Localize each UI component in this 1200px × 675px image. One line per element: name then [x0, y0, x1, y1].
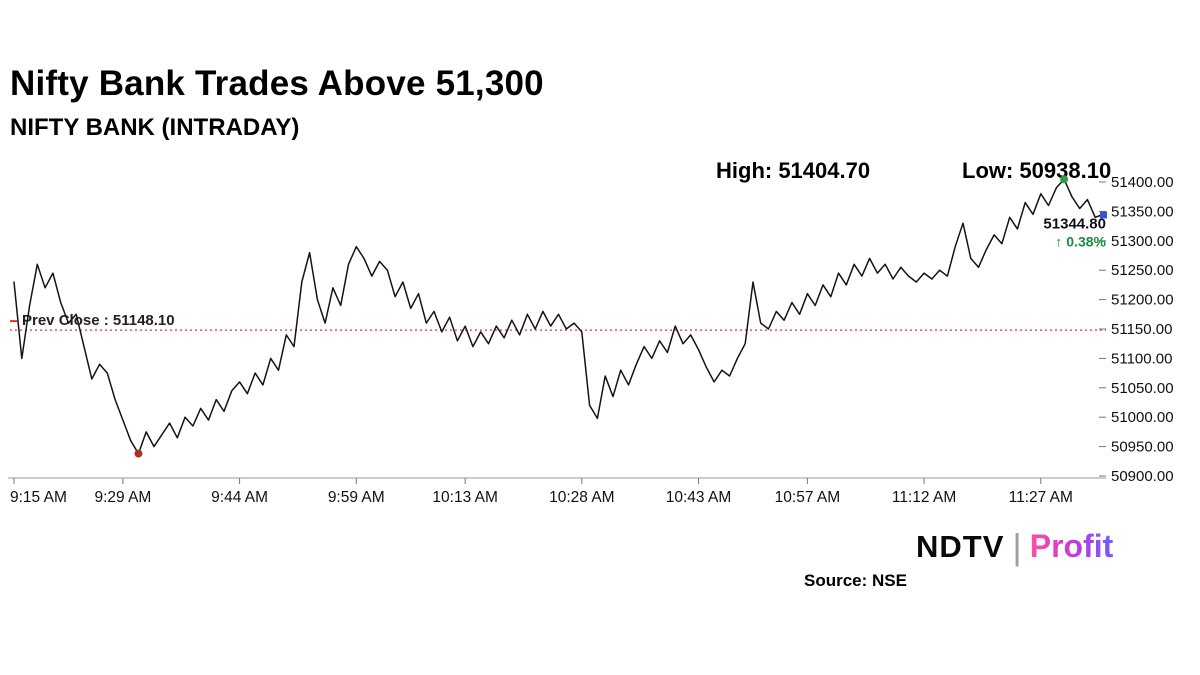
- x-axis-label: 11:27 AM: [1009, 489, 1073, 506]
- prev-close-label: Prev Close : 51148.10: [22, 312, 175, 329]
- chart-subtitle: NIFTY BANK (INTRADAY): [10, 114, 300, 141]
- x-axis-label: 9:15 AM: [10, 489, 67, 506]
- y-axis-label: 50950.00: [1111, 439, 1174, 456]
- y-axis-label: 51300.00: [1111, 233, 1174, 250]
- x-axis-label: 9:44 AM: [211, 489, 268, 506]
- ndtv-wordmark: NDTV: [916, 528, 1005, 564]
- x-axis-label: 10:57 AM: [775, 489, 841, 506]
- y-axis-label: 51250.00: [1111, 262, 1174, 279]
- logo-divider: |: [1012, 525, 1022, 567]
- y-axis-label: 51400.00: [1111, 174, 1174, 191]
- y-axis-label: 50900.00: [1111, 468, 1174, 485]
- source-label: Source: NSE: [804, 571, 907, 590]
- y-axis-label: 51150.00: [1111, 321, 1172, 338]
- x-axis-label: 10:28 AM: [549, 489, 615, 506]
- high-annotation: High: 51404.70: [716, 158, 871, 183]
- x-axis-label: 11:12 AM: [892, 489, 956, 506]
- page-title: Nifty Bank Trades Above 51,300: [10, 64, 544, 103]
- x-axis-label: 9:59 AM: [328, 489, 385, 506]
- ndtv-profit-logo: NDTV | Profit: [916, 528, 1113, 565]
- last-price-label: 51344.80: [1043, 215, 1106, 232]
- low-annotation: Low: 50938.10: [962, 158, 1112, 183]
- y-axis-label: 51350.00: [1111, 203, 1174, 220]
- change-percent-label: ↑ 0.38%: [1055, 233, 1106, 249]
- x-axis-label: 10:13 AM: [432, 489, 498, 506]
- low-marker: [134, 449, 143, 458]
- price-line: [13, 178, 1104, 455]
- profit-wordmark: Profit: [1029, 528, 1114, 564]
- x-axis-label: 9:29 AM: [94, 489, 151, 506]
- x-axis-label: 10:43 AM: [666, 489, 732, 506]
- high-marker: [1060, 175, 1069, 184]
- y-axis-label: 51000.00: [1111, 409, 1174, 426]
- last-price-marker: [1100, 211, 1107, 219]
- y-axis-label: 51100.00: [1111, 350, 1172, 367]
- y-axis-label: 51200.00: [1111, 292, 1174, 309]
- y-axis-label: 51050.00: [1111, 380, 1174, 397]
